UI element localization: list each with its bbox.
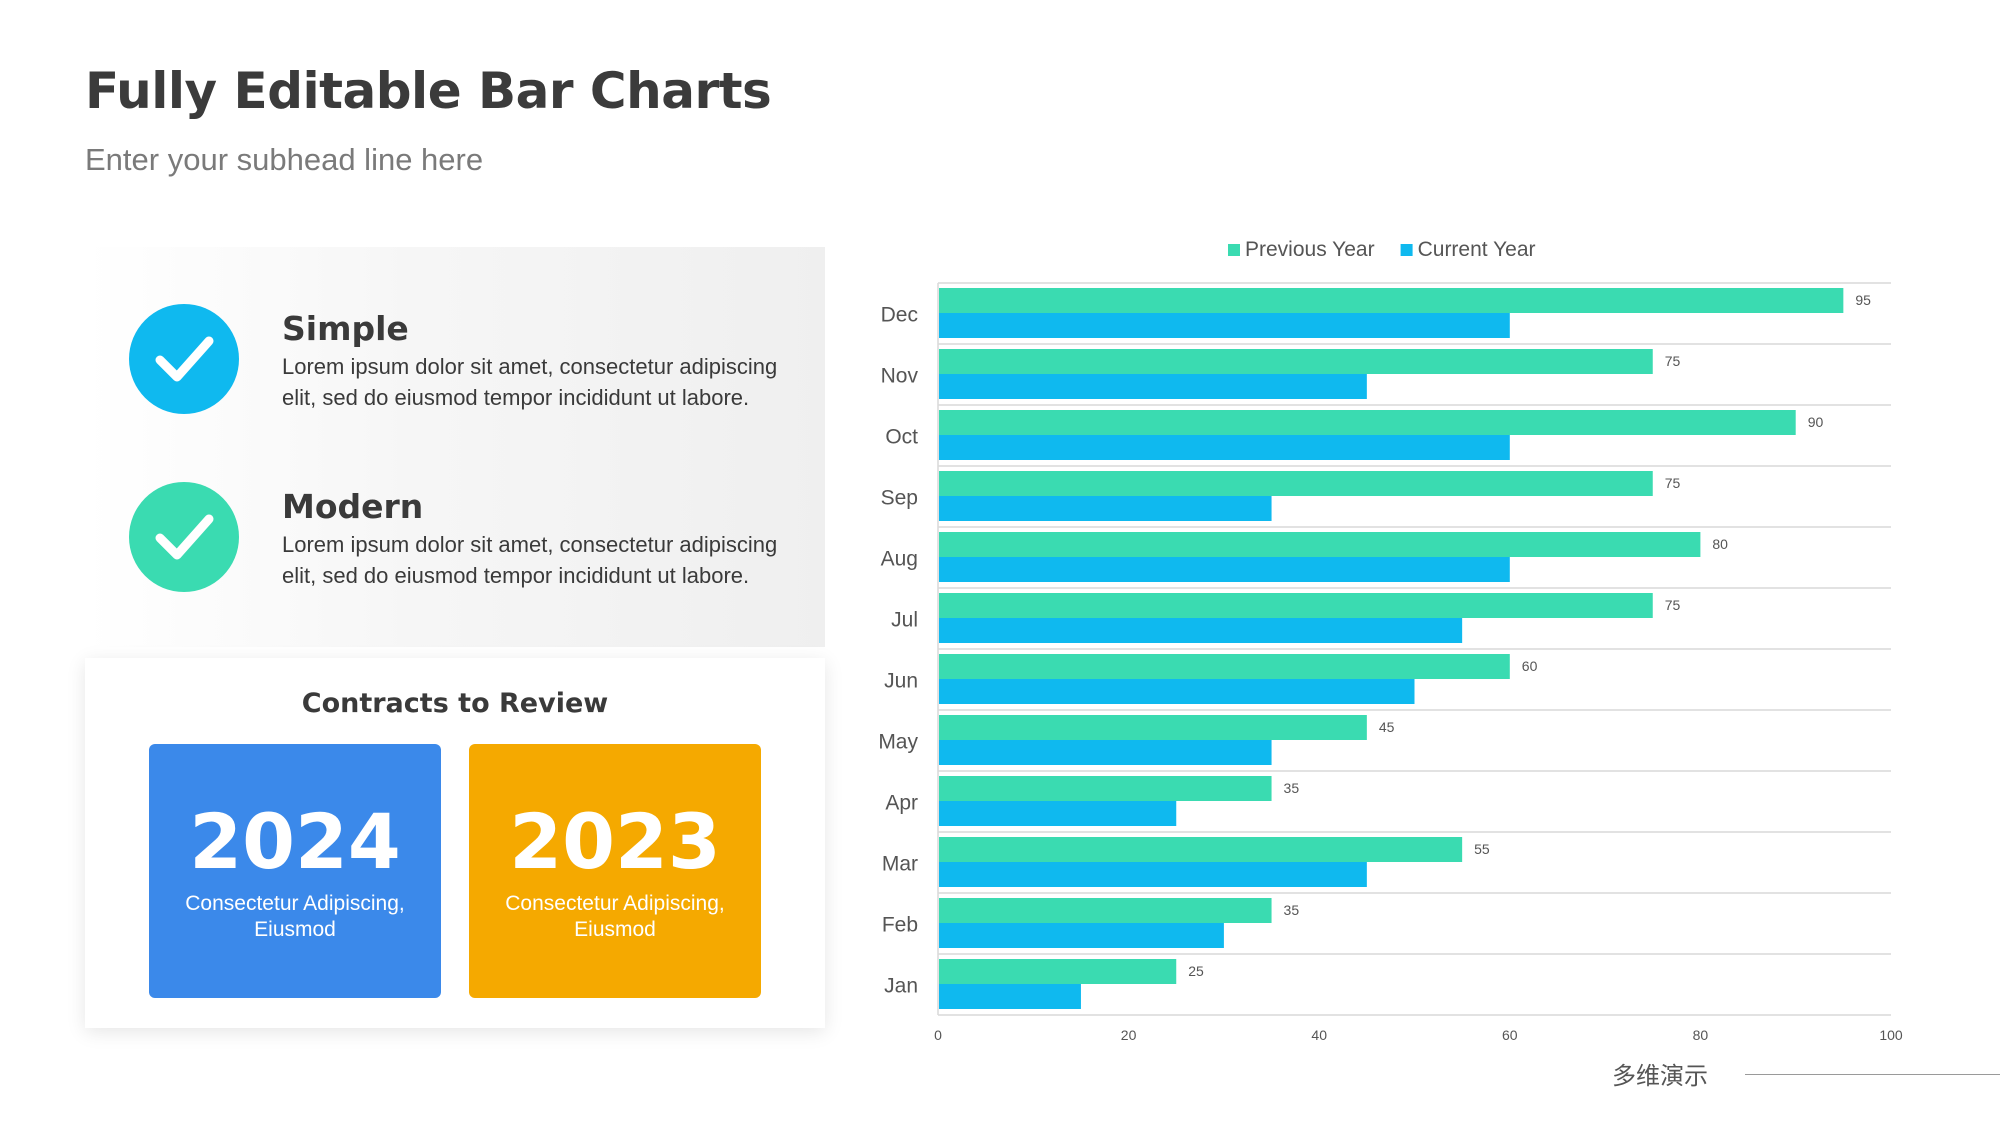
bar: [939, 593, 1653, 618]
data-label: 90: [1808, 414, 1824, 430]
page-subtitle: Enter your subhead line here: [85, 142, 484, 177]
bar-chart: Dec 95 Nov 75 Oct 90 Sep 75 Aug 80 Jul 75 Jun 60 May 45…: [860, 225, 2000, 1055]
feature-title: Modern: [282, 487, 424, 526]
x-tick-label: 0: [934, 1027, 942, 1043]
bar-chart-svg: Dec 95 Nov 75 Oct 90 Sep 75 Aug 80 Jul 75 Jun 60 May 45…: [878, 238, 1903, 1043]
data-label: 35: [1284, 780, 1300, 796]
contract-card-2024[interactable]: 2024 Consectetur Adipiscing, Eiusmod: [149, 744, 441, 998]
bar: [939, 618, 1463, 643]
x-tick-label: 100: [1879, 1027, 1903, 1043]
feature-simple: Simple Lorem ipsum dolor sit amet, conse…: [85, 304, 825, 424]
bar: [939, 654, 1510, 679]
y-tick-label: Jun: [884, 670, 918, 693]
data-label: 60: [1522, 658, 1538, 674]
data-label: 75: [1665, 597, 1681, 613]
contract-description: Consectetur Adipiscing, Eiusmod: [505, 892, 725, 941]
contract-card-2023[interactable]: 2023 Consectetur Adipiscing, Eiusmod: [469, 744, 761, 998]
feature-title: Simple: [282, 309, 409, 348]
x-tick-label: 20: [1121, 1027, 1137, 1043]
data-label: 35: [1284, 902, 1300, 918]
footer-brand: 多维演示: [1612, 1062, 1708, 1090]
y-tick-label: May: [878, 731, 918, 754]
legend-swatch: [1400, 244, 1413, 256]
bar: [939, 776, 1272, 801]
bar: [939, 435, 1510, 460]
bar: [939, 410, 1796, 435]
checkmark-icon: [155, 514, 214, 560]
data-label: 95: [1855, 292, 1871, 308]
y-tick-label: Oct: [885, 426, 918, 449]
bar: [939, 288, 1844, 313]
data-label: 75: [1665, 475, 1681, 491]
x-tick-label: 60: [1502, 1027, 1518, 1043]
checkmark-icon: [155, 336, 214, 382]
data-label: 55: [1474, 841, 1490, 857]
bar: [939, 801, 1177, 826]
y-tick-label: Mar: [882, 853, 918, 876]
bar: [939, 923, 1224, 948]
bar: [939, 862, 1367, 887]
bar: [939, 740, 1272, 765]
y-tick-label: Sep: [881, 487, 918, 510]
bar: [939, 715, 1367, 740]
contract-description: Consectetur Adipiscing, Eiusmod: [185, 892, 405, 941]
bar: [939, 313, 1510, 338]
data-label: 80: [1712, 536, 1728, 552]
data-label: 25: [1188, 963, 1204, 979]
bar: [939, 837, 1463, 862]
feature-modern: Modern Lorem ipsum dolor sit amet, conse…: [85, 482, 825, 602]
y-tick-label: Apr: [885, 792, 918, 815]
bar: [939, 496, 1272, 521]
features-panel: Simple Lorem ipsum dolor sit amet, conse…: [85, 247, 825, 647]
contract-year: 2023: [509, 797, 721, 886]
y-tick-label: Jan: [884, 975, 918, 998]
check-circle-icon: [129, 304, 239, 414]
bar: [939, 532, 1701, 557]
contracts-title: Contracts to Review: [301, 688, 609, 719]
bar: [939, 898, 1272, 923]
contract-year: 2024: [189, 797, 401, 886]
bar: [939, 349, 1653, 374]
data-label: 45: [1379, 719, 1395, 735]
feature-description: Lorem ipsum dolor sit amet, consectetur …: [282, 354, 778, 410]
legend-swatch: [1228, 244, 1240, 256]
feature-description: Lorem ipsum dolor sit amet, consectetur …: [282, 532, 778, 588]
bar: [939, 959, 1177, 984]
y-tick-label: Dec: [881, 304, 918, 327]
y-tick-label: Nov: [881, 365, 919, 388]
y-tick-label: Feb: [882, 914, 918, 937]
bar: [939, 984, 1081, 1009]
x-tick-label: 40: [1311, 1027, 1327, 1043]
y-tick-label: Jul: [891, 609, 918, 632]
y-tick-label: Aug: [881, 548, 918, 571]
bar: [939, 471, 1653, 496]
bar: [939, 557, 1510, 582]
check-circle-icon: [129, 482, 239, 592]
legend-label: Previous Year: [1245, 238, 1375, 261]
bar: [939, 374, 1367, 399]
legend-label: Current Year: [1418, 238, 1536, 261]
page-title: Fully Editable Bar Charts: [85, 62, 772, 120]
contracts-panel: Contracts to Review 2024 Consectetur Adi…: [85, 658, 825, 1028]
footer-divider: [1745, 1074, 2000, 1075]
data-label: 75: [1665, 353, 1681, 369]
x-tick-label: 80: [1693, 1027, 1709, 1043]
bar: [939, 679, 1415, 704]
